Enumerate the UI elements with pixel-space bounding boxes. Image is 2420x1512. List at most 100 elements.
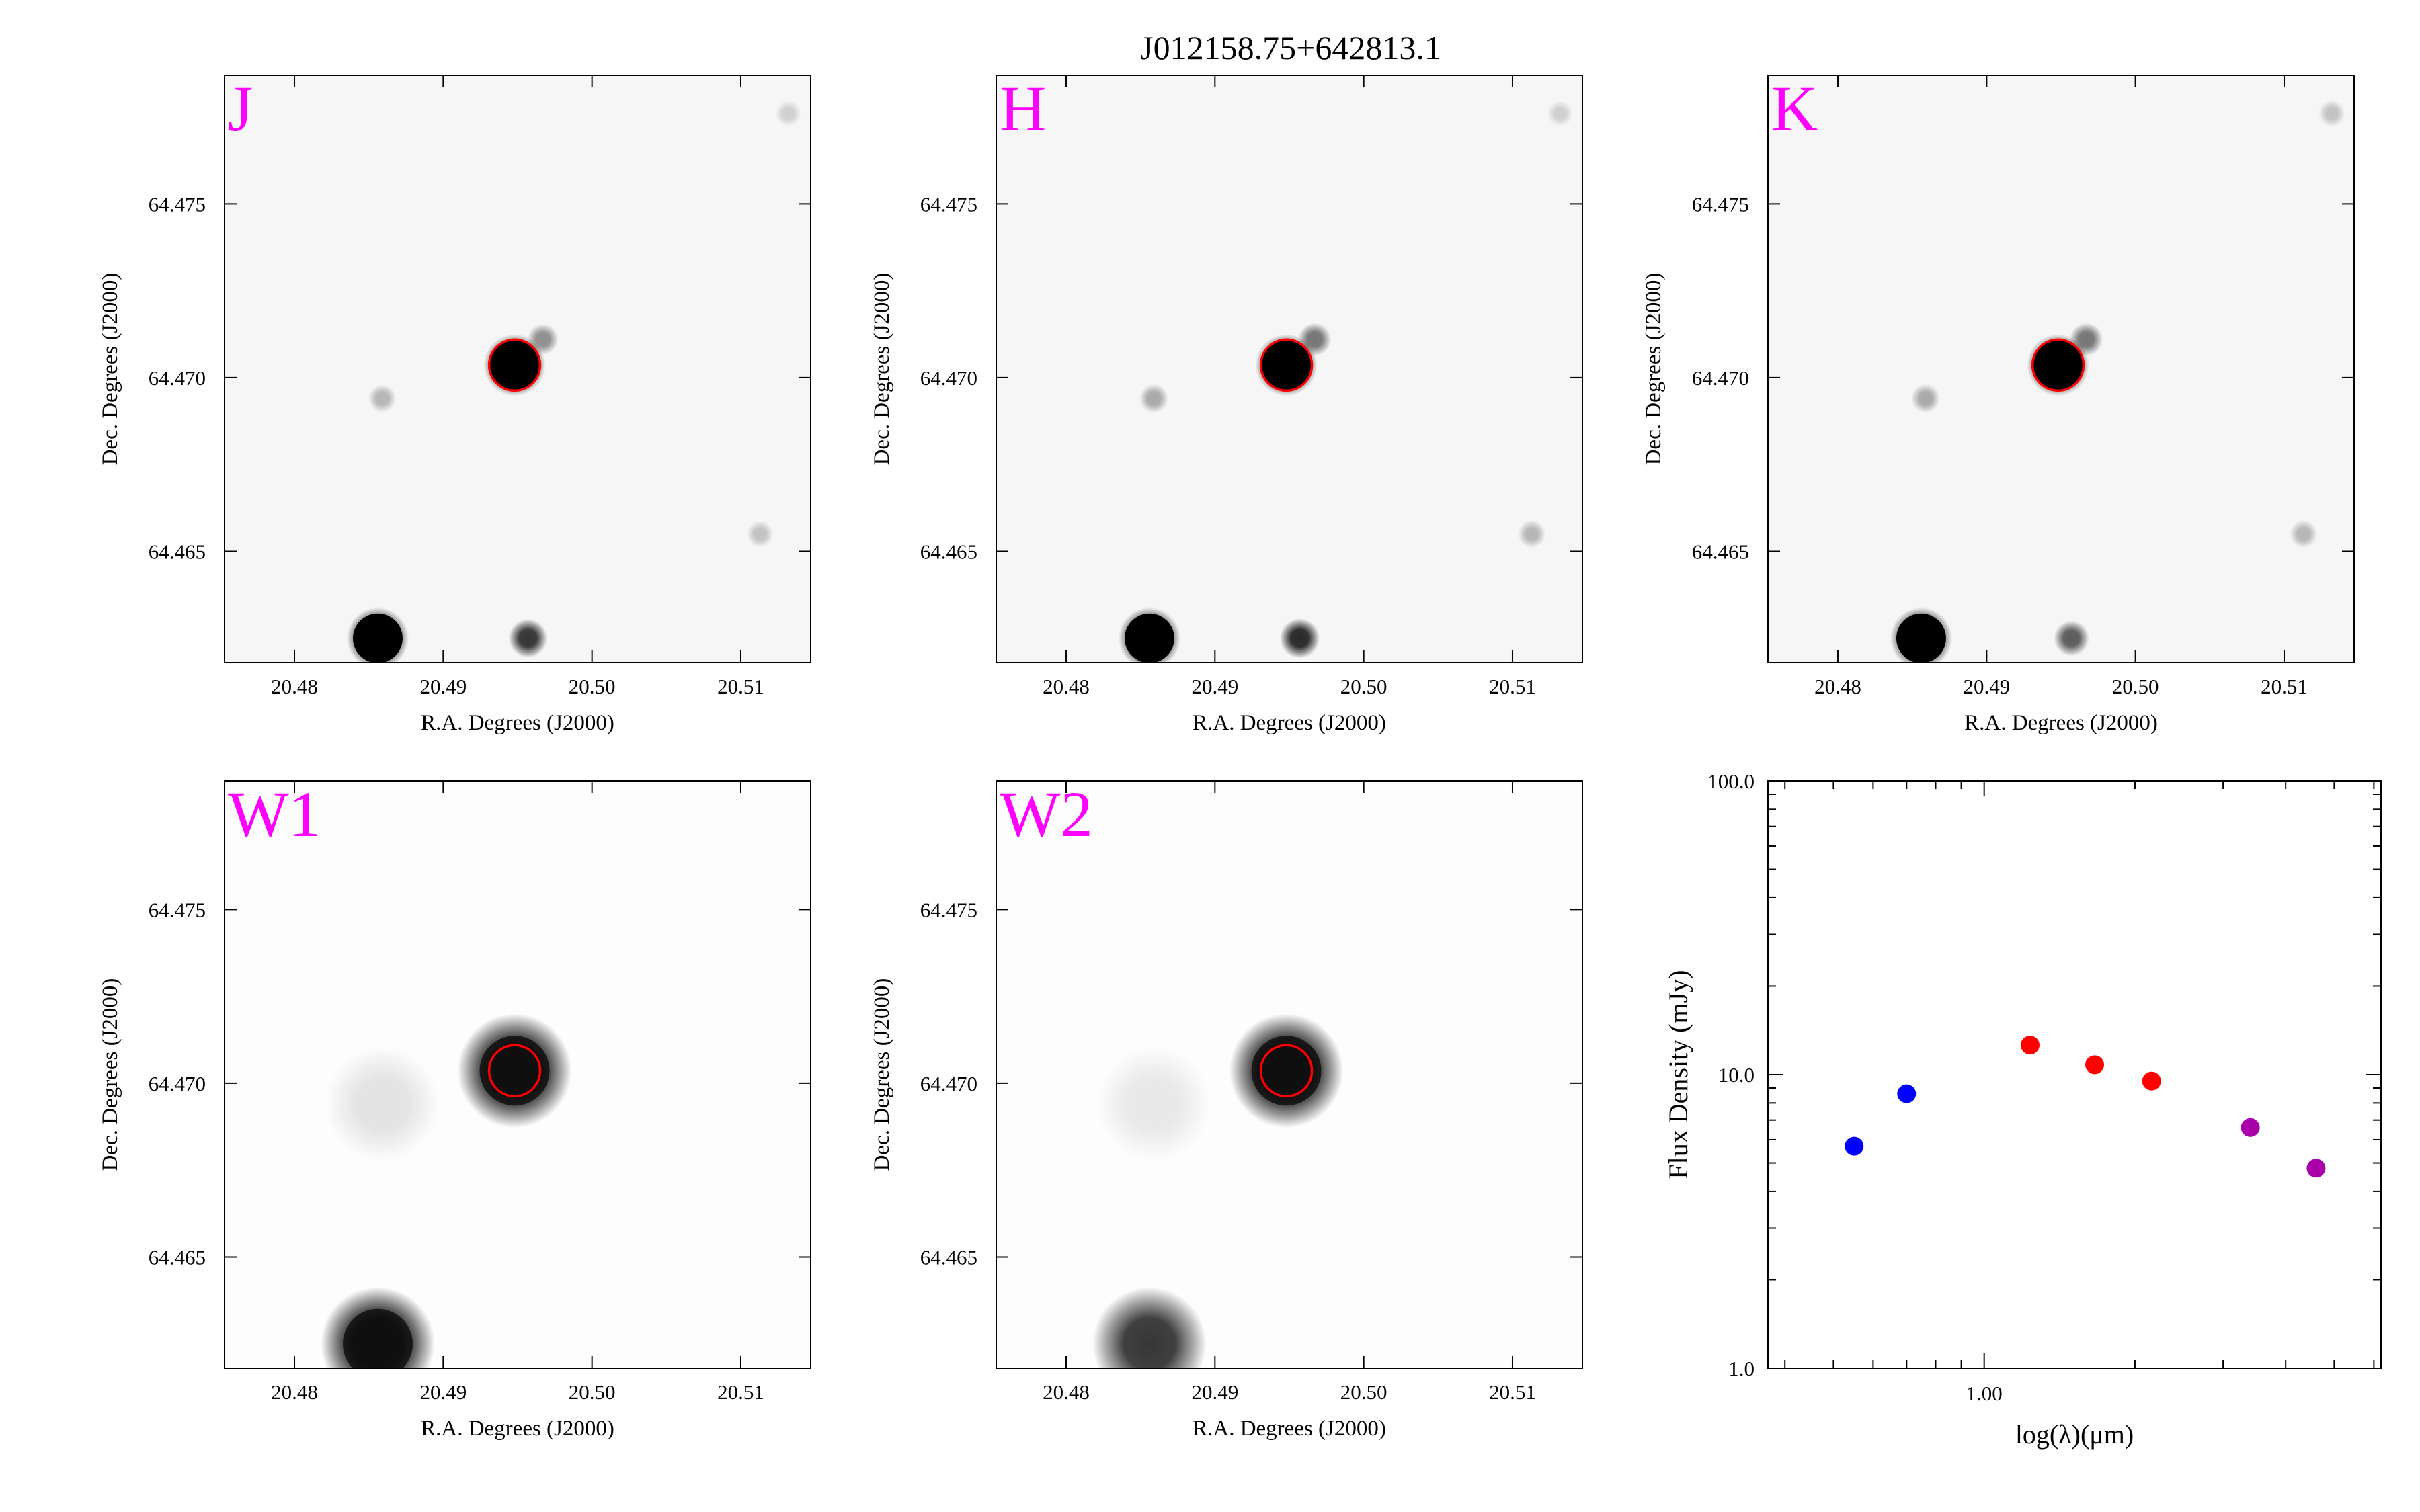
panels-group: 20.48 20.49 20.50 20.51 64.465 64.470 64.475 R.… — [98, 73, 2382, 1450]
sed-point — [2142, 1071, 2161, 1091]
sed-point — [2085, 1055, 2105, 1075]
x-tick-label: 1.00 — [1966, 1382, 2003, 1405]
source-core — [1896, 613, 1946, 663]
source-blob — [2054, 620, 2089, 657]
source-blob — [2069, 323, 2103, 356]
x-tick-label: 20.50 — [1340, 1380, 1387, 1404]
source-blob — [746, 520, 774, 548]
source-core — [2033, 340, 2083, 390]
source-blob — [775, 100, 801, 126]
band-label: J — [228, 73, 253, 144]
y-axis-label: Dec. Degrees (J2000) — [870, 978, 894, 1171]
x-tick-label: 20.49 — [1191, 675, 1238, 698]
figure-title: J012158.75+642813.1 — [1140, 29, 1441, 67]
image-panel-w2: 20.48 20.49 20.50 20.51 64.465 64.470 64.475 R.… — [870, 778, 1583, 1441]
x-tick-label: 20.51 — [1489, 675, 1536, 698]
source-blob — [1279, 618, 1320, 659]
x-tick-label: 20.51 — [717, 1380, 764, 1404]
image-pixels — [346, 100, 801, 663]
y-tick-label: 64.470 — [920, 366, 977, 390]
y-tick-label: 64.465 — [149, 1246, 206, 1269]
sed-point — [2241, 1118, 2260, 1137]
source-blob — [368, 384, 397, 413]
x-tick-label: 20.50 — [569, 675, 616, 698]
x-tick-label: 20.49 — [1963, 675, 2010, 698]
band-label: H — [1000, 73, 1046, 144]
x-tick-label: 20.49 — [419, 675, 467, 698]
y-tick-label: 1.0 — [1728, 1357, 1755, 1380]
x-axis-label: R.A. Degrees (J2000) — [1193, 711, 1386, 735]
y-axis-label: Flux Density (mJy) — [1663, 970, 1693, 1179]
sed-frame — [1767, 780, 2382, 1369]
source-core — [1261, 340, 1312, 390]
sed-panel: 1.0 10.0 100.0 1.00 log(λ)(μm) Flux Density (… — [1663, 769, 2382, 1450]
y-tick-label: 64.470 — [1692, 366, 1749, 390]
source-blob — [1911, 384, 1941, 413]
aperture-circle — [487, 1044, 542, 1098]
panel-frame — [224, 780, 811, 1369]
panel-frame — [224, 75, 811, 663]
x-tick-label: 20.51 — [717, 675, 764, 698]
x-tick-label: 20.49 — [419, 1380, 467, 1404]
y-tick-label: 64.465 — [149, 540, 206, 564]
source-blob — [1547, 100, 1573, 126]
x-tick-label: 20.48 — [1814, 675, 1861, 698]
aperture-circle — [1259, 1044, 1314, 1098]
y-tick-label: 100.0 — [1707, 769, 1755, 793]
y-axis-label: Dec. Degrees (J2000) — [1642, 273, 1666, 466]
source-core — [489, 340, 540, 390]
band-label: W1 — [228, 778, 321, 850]
aperture-circle — [487, 338, 542, 392]
x-tick-label: 20.48 — [1043, 675, 1090, 698]
source-blob — [2290, 520, 2318, 548]
panel-frame — [996, 780, 1583, 1369]
source-blob — [508, 618, 548, 658]
x-tick-label: 20.50 — [2112, 675, 2159, 698]
y-tick-label: 64.470 — [920, 1072, 977, 1095]
y-axis-label: Dec. Degrees (J2000) — [98, 978, 122, 1171]
image-panel-j: 20.48 20.49 20.50 20.51 64.465 64.470 64.475 R.… — [98, 73, 811, 735]
y-tick-label: 64.475 — [920, 192, 977, 216]
y-tick-label: 64.465 — [1692, 540, 1749, 564]
sed-point — [1845, 1136, 1864, 1156]
x-tick-label: 20.51 — [2261, 675, 2308, 698]
aperture-circle — [1259, 338, 1314, 392]
image-panel-w1: 20.48 20.49 20.50 20.51 64.465 64.470 64.475 R.… — [98, 778, 811, 1441]
y-tick-label: 64.475 — [1692, 192, 1749, 216]
sed-point — [2306, 1159, 2326, 1178]
source-blob — [527, 323, 559, 355]
x-axis-label: R.A. Degrees (J2000) — [1964, 711, 2158, 735]
x-tick-label: 20.48 — [271, 1380, 318, 1404]
source-blob — [1092, 1286, 1207, 1368]
source-core — [353, 613, 403, 663]
x-tick-label: 20.50 — [1340, 675, 1387, 698]
x-tick-label: 20.49 — [1191, 1380, 1238, 1404]
y-axis-label: Dec. Degrees (J2000) — [98, 273, 122, 466]
x-tick-label: 20.50 — [569, 1380, 616, 1404]
x-axis-label: R.A. Degrees (J2000) — [421, 711, 614, 735]
x-tick-label: 20.48 — [271, 675, 318, 698]
sed-point — [2020, 1036, 2040, 1055]
x-tick-label: 20.51 — [1489, 1380, 1536, 1404]
x-axis-label: R.A. Degrees (J2000) — [421, 1417, 614, 1441]
source-blob — [1139, 384, 1169, 413]
source-blob — [325, 1046, 440, 1161]
y-tick-label: 10.0 — [1718, 1063, 1755, 1087]
x-axis-label: R.A. Degrees (J2000) — [1193, 1417, 1386, 1441]
source-blob — [1297, 323, 1332, 356]
sed-point — [1897, 1084, 1917, 1103]
panel-frame — [996, 75, 1583, 663]
y-tick-label: 64.470 — [149, 366, 206, 390]
band-label: K — [1771, 73, 1818, 144]
y-tick-label: 64.465 — [920, 1246, 977, 1269]
band-label: W2 — [1000, 778, 1093, 850]
y-tick-label: 64.465 — [920, 540, 977, 564]
y-tick-label: 64.475 — [920, 898, 977, 921]
source-blob — [1518, 520, 1546, 548]
y-tick-label: 64.475 — [149, 898, 206, 921]
x-axis-label: log(λ)(μm) — [2015, 1419, 2134, 1450]
image-panel-k: 20.48 20.49 20.50 20.51 64.465 64.470 64.475 R.… — [1642, 73, 2355, 735]
y-tick-label: 64.470 — [149, 1072, 206, 1095]
y-tick-label: 64.475 — [149, 192, 206, 216]
panel-frame — [1767, 75, 2355, 663]
